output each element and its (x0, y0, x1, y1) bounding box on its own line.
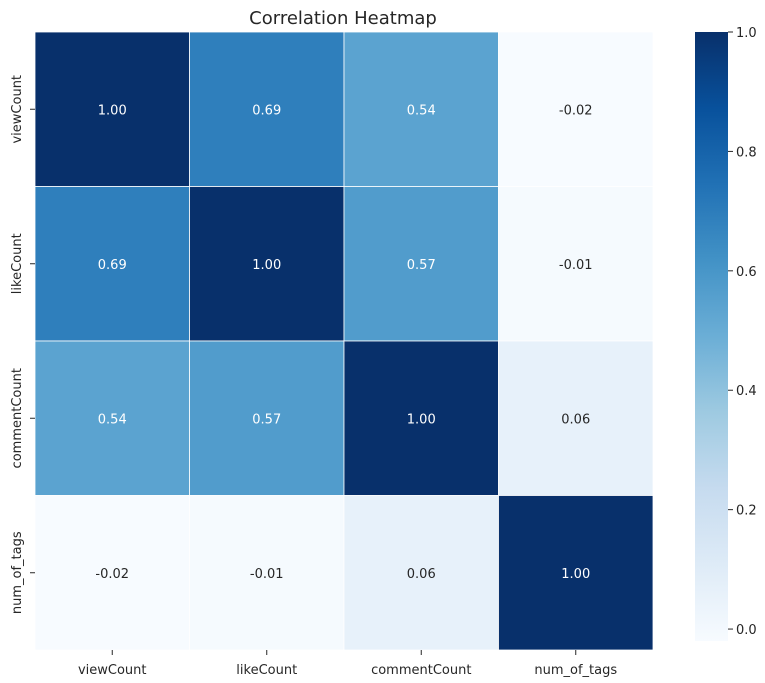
x-tick-label: num_of_tags (534, 663, 617, 678)
x-axis: viewCount likeCount commentCount num_of_tag… (78, 650, 617, 678)
cell-annotation: 0.06 (407, 567, 436, 582)
cell-annotation: 1.00 (98, 103, 127, 118)
colorbar: 0.0 0.2 0.4 0.6 0.8 1.0 (695, 26, 757, 641)
heatmap-annotations: 1.00 0.69 0.54 -0.02 0.69 1.00 0.57 -0.01 0.54 0.… (95, 103, 592, 582)
cell-annotation: -0.01 (559, 258, 593, 273)
heatmap-cell (189, 340, 345, 496)
y-tick-label: commentCount (10, 368, 25, 468)
heatmap-cell (343, 186, 499, 342)
heatmap-cell (189, 186, 345, 342)
x-tick-label: viewCount (78, 663, 147, 678)
y-tick-label: viewCount (10, 75, 25, 144)
colorbar-tick-label: 1.0 (736, 26, 757, 41)
colorbar-tick-label: 0.8 (736, 145, 757, 160)
cell-annotation: 1.00 (407, 412, 436, 427)
y-tick-label: likeCount (10, 233, 25, 294)
cell-annotation: 0.69 (98, 258, 127, 273)
heatmap-cell (498, 31, 654, 187)
chart-title: Correlation Heatmap (249, 8, 437, 29)
colorbar-tick-label: 0.2 (736, 504, 757, 519)
heatmap-cell (498, 340, 654, 496)
cell-annotation: -0.02 (95, 567, 129, 582)
cell-annotation: 0.57 (407, 258, 436, 273)
y-axis: viewCount likeCount commentCount num_of_tag… (10, 75, 35, 614)
y-tick-label: num_of_tags (10, 531, 25, 614)
heatmap-cell (34, 31, 190, 187)
heatmap-cell (343, 31, 499, 187)
cell-annotation: 1.00 (561, 567, 590, 582)
cell-annotation: -0.02 (559, 103, 593, 118)
heatmap-cell (498, 495, 654, 651)
colorbar-tick-label: 0.0 (736, 623, 757, 638)
cell-annotation: 0.54 (98, 412, 127, 427)
x-tick-label: commentCount (371, 663, 471, 678)
heatmap-cell (189, 495, 345, 651)
cell-annotation: 0.69 (252, 103, 281, 118)
heatmap-cell (498, 186, 654, 342)
cell-annotation: 0.57 (252, 412, 281, 427)
heatmap-cell (343, 495, 499, 651)
heatmap-cells (34, 31, 654, 651)
cell-annotation: 0.06 (561, 412, 590, 427)
cell-annotation: 1.00 (252, 258, 281, 273)
colorbar-tick-label: 0.6 (736, 265, 757, 280)
colorbar-tick-label: 0.4 (736, 384, 757, 399)
cell-annotation: -0.01 (250, 567, 284, 582)
heatmap-cell (34, 495, 190, 651)
cell-annotation: 0.54 (407, 103, 436, 118)
x-tick-label: likeCount (236, 663, 297, 678)
colorbar-gradient (695, 32, 728, 641)
heatmap-cell (34, 186, 190, 342)
heatmap-cell (189, 31, 345, 187)
